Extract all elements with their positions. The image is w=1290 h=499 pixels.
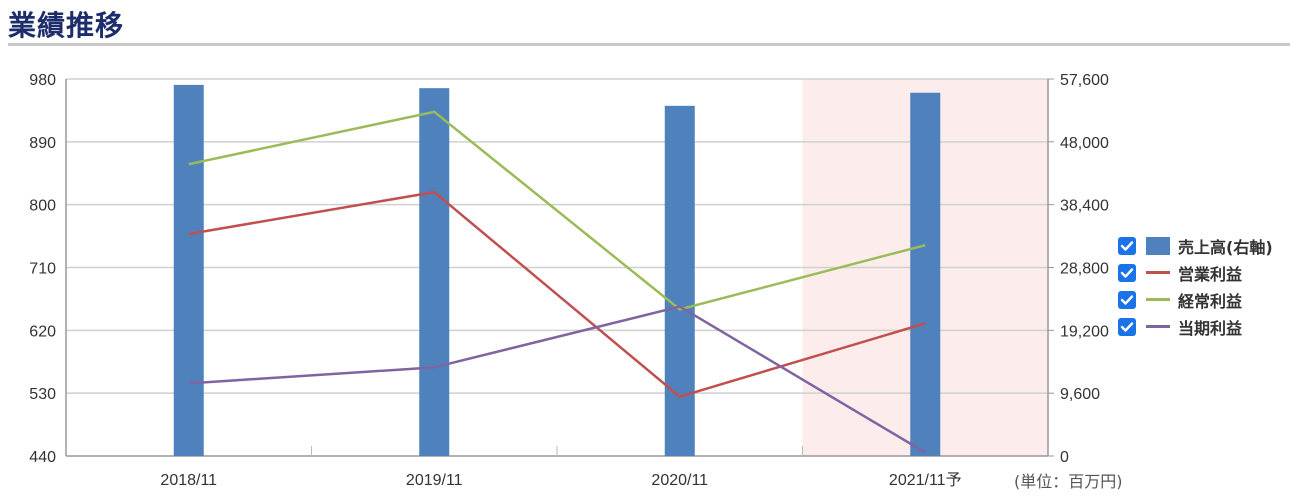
series-line xyxy=(188,305,926,454)
y-left-tick-label: 710 xyxy=(29,261,56,278)
legend-label: 経常利益 xyxy=(1178,291,1243,311)
legend-item[interactable]: 営業利益 xyxy=(1118,259,1273,286)
page-title: 業績推移 xyxy=(8,9,125,42)
bar-sales xyxy=(664,105,695,456)
y-left-tick-label: 890 xyxy=(29,135,56,152)
series-line xyxy=(188,110,926,311)
x-tick-label: 2020/11 xyxy=(651,472,708,489)
bar-sales xyxy=(419,88,450,456)
bar-swatch-icon xyxy=(1146,236,1170,255)
y-left-tick-label: 530 xyxy=(29,386,56,403)
line-swatch-icon xyxy=(1146,318,1170,336)
y-right-tick-label: 57,600 xyxy=(1060,72,1109,89)
x-tick-label: 2021/11予 xyxy=(889,471,962,489)
y-left-tick-label: 440 xyxy=(29,449,56,466)
chart-legend: 売上高(右軸) 営業利益経常利益当期利益 xyxy=(1118,232,1273,340)
legend-checkbox[interactable] xyxy=(1118,290,1136,309)
bar-sales xyxy=(910,92,941,457)
y-left-tick-label: 800 xyxy=(29,198,56,215)
y-left-tick-label: 620 xyxy=(29,323,56,340)
y-right-tick-label: 19,200 xyxy=(1060,323,1109,340)
line-swatch-icon xyxy=(1146,264,1170,282)
series-line xyxy=(188,190,926,398)
legend-label: 営業利益 xyxy=(1178,264,1243,284)
y-right-tick-label: 9,600 xyxy=(1060,386,1100,403)
x-tick-label: 2019/11 xyxy=(406,472,463,489)
bar-sales xyxy=(173,84,204,456)
legend-label: 売上高(右軸) xyxy=(1178,237,1273,257)
legend-checkbox[interactable] xyxy=(1118,236,1136,255)
y-right-tick-label: 0 xyxy=(1060,449,1069,466)
legend-item[interactable]: 当期利益 xyxy=(1118,313,1273,340)
y-right-tick-label: 28,800 xyxy=(1060,261,1109,278)
unit-note: (単位：百万円) xyxy=(1014,472,1123,491)
legend-checkbox[interactable] xyxy=(1118,317,1136,336)
x-tick-label: 2018/11 xyxy=(160,472,217,489)
y-left-tick-label: 980 xyxy=(29,72,56,89)
legend-item[interactable]: 売上高(右軸) xyxy=(1118,232,1273,259)
line-swatch-icon xyxy=(1146,291,1170,309)
y-right-tick-label: 38,400 xyxy=(1060,198,1109,215)
legend-item[interactable]: 経常利益 xyxy=(1118,286,1273,313)
legend-checkbox[interactable] xyxy=(1118,263,1136,282)
title-divider xyxy=(8,43,1290,46)
legend-label: 当期利益 xyxy=(1178,318,1243,338)
y-right-tick-label: 48,000 xyxy=(1060,135,1109,152)
